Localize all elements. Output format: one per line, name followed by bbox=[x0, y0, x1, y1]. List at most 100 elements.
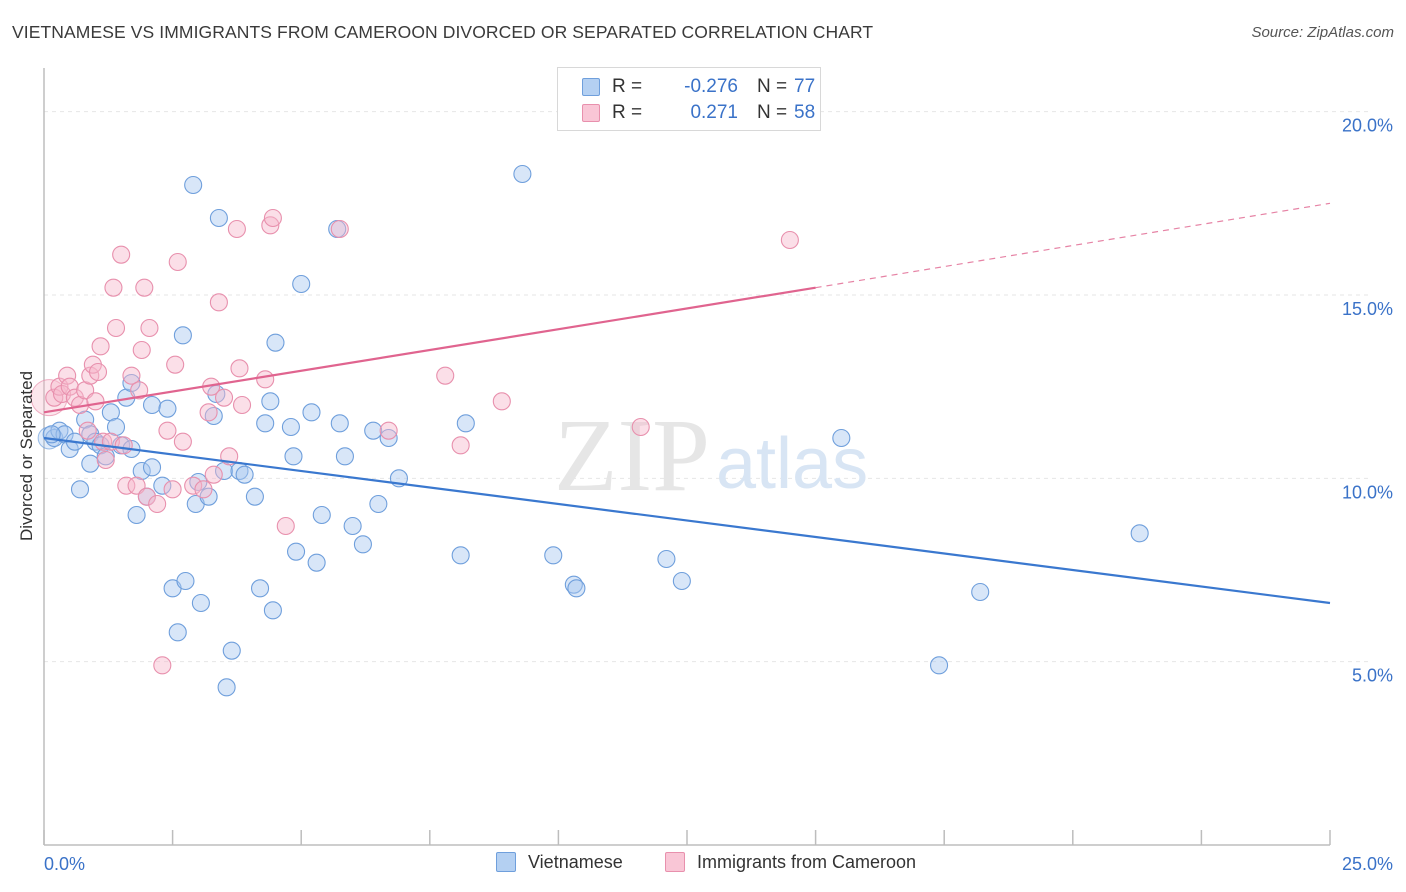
data-point-cameroon bbox=[122, 366, 141, 385]
data-point-cameroon bbox=[163, 480, 182, 499]
data-point-vietnamese bbox=[261, 392, 280, 411]
data-point-cameroon bbox=[166, 355, 185, 374]
data-point-cameroon bbox=[256, 370, 275, 389]
trend-line-cameroon bbox=[43, 286, 816, 414]
data-point-cameroon bbox=[127, 476, 146, 495]
data-point-cameroon bbox=[132, 340, 151, 360]
data-point-cameroon bbox=[140, 318, 159, 338]
data-point-cameroon bbox=[86, 392, 105, 411]
data-point-vietnamese bbox=[353, 535, 372, 554]
trend-line-cameroon-extension bbox=[815, 202, 1331, 289]
data-point-vietnamese bbox=[456, 414, 475, 433]
data-point-vietnamese bbox=[513, 164, 532, 184]
watermark: ZIP atlas bbox=[554, 398, 868, 513]
bottom-legend-label-cameroon: Immigrants from Cameroon bbox=[697, 852, 917, 872]
data-point-cameroon bbox=[112, 245, 131, 264]
data-point-vietnamese bbox=[369, 494, 388, 514]
data-point-vietnamese bbox=[1130, 524, 1149, 543]
data-point-vietnamese bbox=[930, 656, 949, 675]
data-point-cameroon bbox=[232, 395, 252, 415]
data-point-cameroon bbox=[117, 476, 136, 495]
data-point-vietnamese bbox=[153, 476, 172, 495]
data-point-cameroon bbox=[91, 337, 110, 356]
data-point-vietnamese bbox=[312, 505, 331, 525]
data-point-cameroon bbox=[436, 366, 455, 385]
data-point-vietnamese bbox=[158, 399, 177, 418]
data-point-vietnamese bbox=[173, 326, 192, 345]
data-point-cameroon bbox=[492, 392, 511, 411]
data-point-cameroon bbox=[780, 230, 799, 250]
legend-n-value: 58 bbox=[794, 102, 816, 123]
trend-lines bbox=[43, 202, 1331, 605]
data-point-vietnamese bbox=[544, 546, 563, 565]
data-point-vietnamese bbox=[287, 542, 306, 561]
data-point-cameroon bbox=[379, 421, 398, 440]
data-point-cameroon bbox=[153, 656, 172, 675]
data-point-cameroon bbox=[451, 436, 470, 455]
data-point-vietnamese bbox=[302, 403, 321, 422]
x-tick-label: 0.0% bbox=[44, 854, 85, 874]
axes bbox=[43, 68, 1331, 846]
data-point-vietnamese bbox=[235, 465, 254, 484]
y-tick-label: 20.0% bbox=[1342, 116, 1393, 136]
data-point-vietnamese bbox=[335, 447, 354, 466]
legend-n-value: 77 bbox=[794, 76, 816, 97]
watermark-atlas: atlas bbox=[716, 424, 868, 504]
legend-r-label: R = bbox=[612, 102, 643, 123]
data-point-vietnamese bbox=[184, 175, 203, 195]
data-point-cameroon bbox=[114, 436, 133, 455]
data-point-cameroon bbox=[135, 278, 154, 297]
data-point-vietnamese bbox=[191, 593, 210, 613]
y-tick-label: 5.0% bbox=[1352, 666, 1393, 686]
legend-n-label: N = bbox=[757, 76, 788, 97]
y-tick-label: 15.0% bbox=[1342, 299, 1393, 319]
data-point-vietnamese bbox=[567, 579, 586, 598]
bottom-legend-cameroon: Immigrants from Cameroon bbox=[665, 852, 916, 873]
data-point-vietnamese bbox=[176, 571, 195, 591]
chart-title: VIETNAMESE VS IMMIGRANTS FROM CAMEROON D… bbox=[12, 22, 874, 42]
stats-legend: R = -0.276 N = 77 R = 0.271 N = 58 bbox=[557, 67, 821, 131]
data-point-cameroon bbox=[78, 421, 97, 440]
tick-labels: 5.0% 10.0% 15.0% 20.0% 0.0% 25.0% bbox=[44, 116, 1393, 874]
data-point-vietnamese bbox=[971, 582, 990, 602]
y-tick-label: 10.0% bbox=[1342, 482, 1393, 502]
data-point-vietnamese bbox=[250, 579, 270, 598]
data-point-vietnamese bbox=[168, 623, 187, 642]
data-point-vietnamese bbox=[281, 417, 300, 437]
bottom-legend-label-vietnamese: Vietnamese bbox=[528, 852, 623, 872]
watermark-zip: ZIP bbox=[554, 398, 710, 513]
data-point-cameroon bbox=[96, 450, 115, 470]
legend-n-label: N = bbox=[757, 102, 788, 123]
data-point-vietnamese bbox=[217, 678, 236, 697]
gridlines bbox=[44, 111, 1370, 663]
data-point-cameroon bbox=[194, 480, 213, 499]
data-point-cameroon bbox=[276, 516, 295, 536]
data-point-cameroon bbox=[230, 359, 249, 378]
data-point-cameroon bbox=[227, 219, 246, 239]
data-point-vietnamese bbox=[284, 447, 303, 466]
x-tick-label: 25.0% bbox=[1342, 854, 1393, 874]
legend-r-value: 0.271 bbox=[690, 102, 738, 123]
data-point-vietnamese bbox=[127, 505, 146, 525]
data-point-cameroon bbox=[130, 381, 149, 400]
bottom-legend-vietnamese: Vietnamese bbox=[496, 852, 623, 873]
data-point-cameroon bbox=[263, 208, 282, 228]
data-point-vietnamese bbox=[222, 641, 241, 660]
data-point-vietnamese bbox=[451, 546, 470, 565]
data-point-vietnamese bbox=[245, 487, 264, 506]
data-point-cameroon bbox=[168, 252, 187, 272]
data-point-vietnamese bbox=[70, 480, 90, 499]
data-point-cameroon bbox=[330, 219, 349, 239]
data-point-vietnamese bbox=[832, 428, 851, 448]
data-point-cameroon bbox=[104, 278, 123, 297]
data-point-vietnamese bbox=[256, 414, 275, 433]
data-point-cameroon bbox=[60, 377, 79, 396]
data-point-cameroon bbox=[137, 487, 156, 506]
trend-line-vietnamese bbox=[43, 436, 1331, 605]
data-point-vietnamese bbox=[672, 571, 691, 591]
data-point-cameroon bbox=[261, 216, 280, 235]
data-point-cameroon bbox=[106, 318, 126, 338]
y-axis-label: Divorced or Separated bbox=[17, 370, 36, 542]
legend-r-value: -0.276 bbox=[684, 76, 738, 97]
